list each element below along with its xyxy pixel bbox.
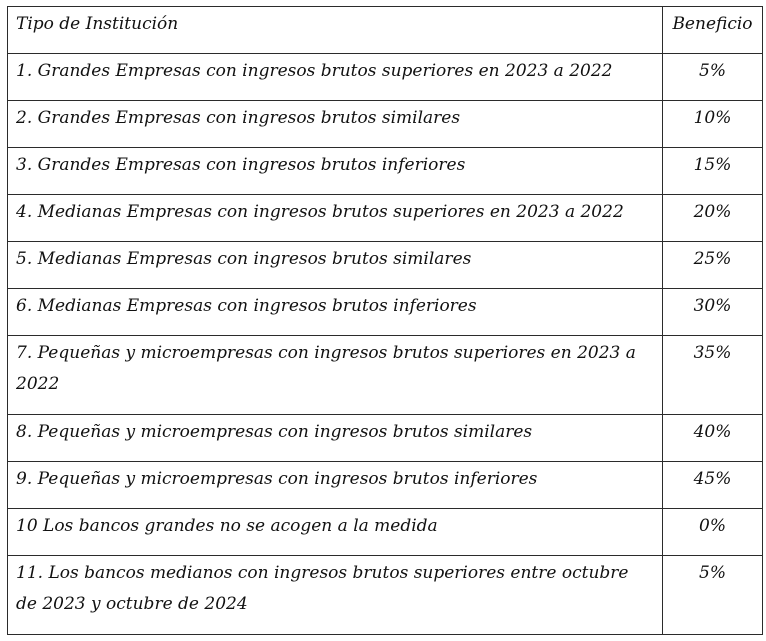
- row-type-cell: 4. Medianas Empresas con ingresos brutos…: [7, 194, 663, 242]
- table-row: 7. Pequeñas y microempresas con ingresos…: [7, 335, 763, 415]
- header-benefit: Beneficio: [662, 6, 763, 54]
- table-row: 11. Los bancos medianos con ingresos bru…: [7, 555, 763, 635]
- table-row: 10 Los bancos grandes no se acogen a la …: [7, 508, 763, 556]
- row-type-cell: 2. Grandes Empresas con ingresos brutos …: [7, 100, 663, 148]
- row-benefit-cell: 45%: [662, 461, 763, 509]
- table-row: 2. Grandes Empresas con ingresos brutos …: [7, 100, 763, 148]
- row-type-cell: 1. Grandes Empresas con ingresos brutos …: [7, 53, 663, 101]
- table-row: 4. Medianas Empresas con ingresos brutos…: [7, 194, 763, 242]
- table-row: 1. Grandes Empresas con ingresos brutos …: [7, 53, 763, 101]
- row-benefit-cell: 30%: [662, 288, 763, 336]
- table-row: 6. Medianas Empresas con ingresos brutos…: [7, 288, 763, 336]
- table-row: 3. Grandes Empresas con ingresos brutos …: [7, 147, 763, 195]
- row-benefit-cell: 5%: [662, 53, 763, 101]
- row-benefit-cell: 25%: [662, 241, 763, 289]
- row-type-cell: 3. Grandes Empresas con ingresos brutos …: [7, 147, 663, 195]
- table-row: 5. Medianas Empresas con ingresos brutos…: [7, 241, 763, 289]
- row-benefit-cell: 35%: [662, 335, 763, 415]
- row-type-cell: 10 Los bancos grandes no se acogen a la …: [7, 508, 663, 556]
- row-type-cell: 5. Medianas Empresas con ingresos brutos…: [7, 241, 663, 289]
- header-type: Tipo de Institución: [7, 6, 663, 54]
- row-type-cell: 9. Pequeñas y microempresas con ingresos…: [7, 461, 663, 509]
- row-type-cell: 11. Los bancos medianos con ingresos bru…: [7, 555, 663, 635]
- table-header-row: Tipo de Institución Beneficio: [7, 6, 763, 54]
- table-row: 9. Pequeñas y microempresas con ingresos…: [7, 461, 763, 509]
- row-type-cell: 8. Pequeñas y microempresas con ingresos…: [7, 414, 663, 462]
- row-benefit-cell: 10%: [662, 100, 763, 148]
- benefit-table: Tipo de Institución Beneficio 1. Grandes…: [7, 6, 763, 635]
- row-benefit-cell: 20%: [662, 194, 763, 242]
- table-row: 8. Pequeñas y microempresas con ingresos…: [7, 414, 763, 462]
- row-benefit-cell: 15%: [662, 147, 763, 195]
- row-type-cell: 6. Medianas Empresas con ingresos brutos…: [7, 288, 663, 336]
- row-benefit-cell: 5%: [662, 555, 763, 635]
- row-type-cell: 7. Pequeñas y microempresas con ingresos…: [7, 335, 663, 415]
- row-benefit-cell: 40%: [662, 414, 763, 462]
- row-benefit-cell: 0%: [662, 508, 763, 556]
